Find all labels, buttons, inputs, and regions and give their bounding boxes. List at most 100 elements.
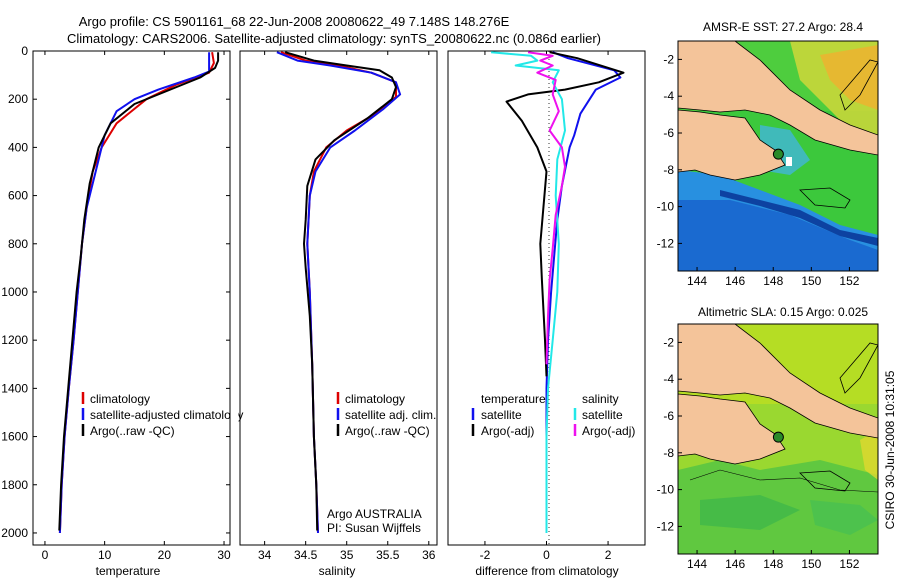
- sst-map-title: AMSR-E SST: 27.2 Argo: 28.4: [703, 20, 863, 34]
- salinity-panel: 34 34.5 35 35.5 36 salinity climatology sate…: [239, 50, 438, 578]
- legend-climatology-label: climatology: [345, 392, 405, 406]
- legend-temp-satellite-label: satellite: [481, 408, 522, 422]
- legend-argo-label: Argo(..raw -QC): [345, 424, 430, 438]
- depth-tick-label: 600: [8, 189, 28, 203]
- map-lat-label: -8: [663, 446, 674, 460]
- legend-sal-satellite-label: satellite: [582, 408, 623, 422]
- pi-annotation: PI: Susan Wijffels: [327, 521, 421, 535]
- x-tick-label: 36: [422, 548, 436, 562]
- x-tick-label: 35.5: [376, 548, 400, 562]
- difference-series: [491, 51, 625, 533]
- sst-map-field: [678, 41, 878, 271]
- series-line-climatology: [280, 51, 397, 534]
- depth-tick-label: 1400: [1, 381, 28, 395]
- map-lon-label: 150: [801, 557, 821, 571]
- salinity-axes: [239, 50, 438, 546]
- map-lon-label: 144: [687, 557, 707, 571]
- map-lat-label: -8: [663, 163, 674, 177]
- x-tick-label: 20: [158, 548, 172, 562]
- difference-panel: -2 0 2 difference from climatology tempera…: [447, 50, 646, 578]
- argo-australia-annotation: Argo AUSTRALIA: [327, 507, 422, 521]
- depth-tick-label: 0: [21, 44, 28, 58]
- x-tick-label: 10: [98, 548, 112, 562]
- map-lat-label: -10: [657, 200, 675, 214]
- sst-argo-location-marker: [772, 148, 784, 160]
- map-lon-label: 146: [725, 557, 745, 571]
- sst-map-panel: AMSR-E SST: 27.2 Argo: 28.4 144 146 148 150…: [657, 20, 879, 288]
- series-line-argo: [58, 52, 220, 531]
- legend-satellite-label: satellite-adjusted climatology: [90, 408, 243, 422]
- map-lat-label: -4: [663, 372, 674, 386]
- map-lon-label: 148: [763, 557, 783, 571]
- salinity-xlabel: salinity: [319, 564, 356, 578]
- series-line-temperature-argo-adj-: [505, 51, 625, 377]
- depth-tick-label: 400: [8, 140, 28, 154]
- temperature-x-axis: 0 10 20 30: [42, 51, 231, 562]
- map-lat-label: -2: [663, 335, 674, 349]
- legend-temperature-heading: temperature: [481, 392, 546, 406]
- series-line-satellite: [276, 51, 402, 534]
- salinity-x-axis: 34 34.5 35 35.5 36: [258, 51, 436, 562]
- map-lat-label: -6: [663, 126, 674, 140]
- legend-temp-argo-label: Argo(-adj): [481, 424, 534, 438]
- sla-map-title: Altimetric SLA: 0.15 Argo: 0.025: [698, 305, 868, 319]
- temperature-axes: [32, 50, 231, 546]
- legend-argo-label: Argo(..raw -QC): [90, 424, 175, 438]
- x-tick-label: 35: [340, 548, 354, 562]
- temperature-legend: climatology satellite-adjusted climatolo…: [81, 392, 243, 438]
- depth-tick-label: 200: [8, 92, 28, 106]
- depth-tick-label: 1000: [1, 285, 28, 299]
- map-lat-label: -4: [663, 89, 674, 103]
- map-lat-label: -2: [663, 52, 674, 66]
- salinity-series: [276, 51, 402, 534]
- series-line-salinity-satellite: [491, 51, 566, 533]
- sst-map-frame: [677, 40, 879, 272]
- series-line-satellite: [58, 52, 211, 534]
- sla-map-panel: Altimetric SLA: 0.15 Argo: 0.025 144 146 1…: [657, 305, 879, 571]
- depth-tick-label: 1600: [1, 430, 28, 444]
- depth-tick-label: 800: [8, 237, 28, 251]
- temperature-series: [58, 52, 220, 534]
- map-lon-label: 150: [801, 274, 821, 288]
- salinity-legend: climatology satellite adj. clim. Argo(..…: [336, 392, 436, 438]
- x-tick-label: 0: [42, 548, 49, 562]
- series-line-climatology: [58, 52, 215, 534]
- depth-tick-label: 1200: [1, 333, 28, 347]
- figure-title-line2: Climatology: CARS2006. Satellite-adjuste…: [67, 31, 601, 46]
- temperature-panel: 0 200 400 600 800 1000 1200 1400 1600 1800 2000 0 1…: [1, 44, 243, 578]
- x-tick-label: 30: [217, 548, 231, 562]
- x-tick-label: 34.5: [294, 548, 318, 562]
- difference-xlabel: difference from climatology: [475, 564, 618, 578]
- x-tick-label: -2: [480, 548, 491, 562]
- depth-axis: 0 200 400 600 800 1000 1200 1400 1600 1800 2000: [1, 44, 230, 540]
- x-tick-label: 34: [258, 548, 272, 562]
- map-lat-label: -10: [657, 483, 675, 497]
- csiro-timestamp: CSIRO 30-Jun-2008 10:31:05: [883, 370, 897, 529]
- map-lat-label: -6: [663, 409, 674, 423]
- sla-map-frame: [677, 323, 879, 555]
- difference-x-axis: -2 0 2: [480, 51, 612, 562]
- map-lon-label: 144: [687, 274, 707, 288]
- map-lon-label: 152: [839, 274, 859, 288]
- sla-argo-location-marker: [772, 431, 784, 443]
- series-line-argo: [284, 51, 397, 531]
- map-lon-label: 146: [725, 274, 745, 288]
- legend-salinity-heading: salinity: [582, 392, 619, 406]
- legend-climatology-label: climatology: [90, 392, 150, 406]
- depth-tick-label: 1800: [1, 478, 28, 492]
- map-lat-label: -12: [657, 236, 675, 250]
- temperature-xlabel: temperature: [96, 564, 161, 578]
- difference-legend: temperature satellite Argo(-adj) salinit…: [471, 392, 635, 438]
- map-lon-label: 148: [763, 274, 783, 288]
- map-lat-label: -12: [657, 519, 675, 533]
- depth-tick-label: 2000: [1, 526, 28, 540]
- series-line-temperature-satellite: [545, 51, 622, 533]
- map-lon-label: 152: [839, 557, 859, 571]
- figure-title-line1: Argo profile: CS 5901161_68 22-Jun-2008 …: [79, 14, 510, 29]
- x-tick-label: 2: [605, 548, 612, 562]
- series-line-salinity-argo-adj-: [527, 51, 566, 365]
- legend-sal-argo-label: Argo(-adj): [582, 424, 635, 438]
- x-tick-label: 0: [543, 548, 550, 562]
- legend-satellite-label: satellite adj. clim.: [345, 408, 436, 422]
